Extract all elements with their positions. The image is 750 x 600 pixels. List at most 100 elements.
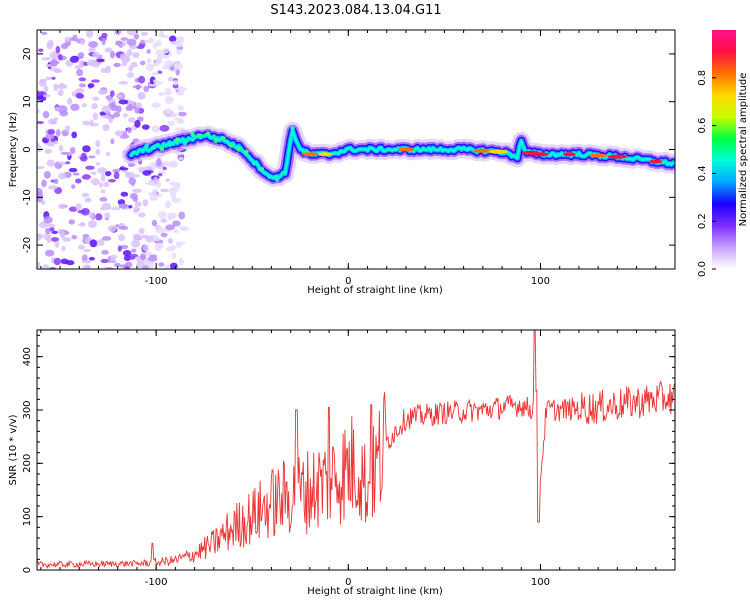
ridge-dot [159, 146, 165, 152]
noise-blob [176, 91, 185, 96]
noise-blob [117, 234, 126, 242]
noise-blob [127, 117, 136, 123]
chart-title: S143.2023.084.13.04.G11 [270, 3, 441, 18]
noise-blob [126, 30, 137, 36]
noise-blob [83, 248, 91, 253]
noise-blob [104, 47, 113, 53]
ridge-dot [190, 132, 195, 137]
noise-blob [162, 160, 171, 167]
noise-blob [159, 124, 170, 132]
snr-xtick-label: 0 [345, 577, 351, 588]
noise-blob [120, 37, 129, 41]
noise-blob [47, 185, 58, 190]
noise-blob [144, 251, 152, 257]
noise-blob [82, 174, 91, 180]
noise-blob [72, 172, 80, 176]
noise-blob [71, 235, 78, 240]
noise-blob [132, 174, 141, 178]
noise-blob [132, 233, 142, 241]
noise-blob [72, 34, 78, 42]
noise-blob [164, 200, 172, 209]
noise-blob [128, 256, 136, 260]
noise-blob [162, 48, 170, 54]
noise-blob [97, 89, 108, 95]
snr-ylabel: SNR (10 * v/v) [8, 414, 19, 485]
noise-blob [147, 262, 154, 269]
ridge-dot [228, 143, 234, 148]
noise-blob [68, 206, 78, 212]
noise-blob [173, 41, 184, 48]
noise-blob [145, 64, 155, 72]
noise-blob [143, 85, 150, 93]
noise-blob [82, 234, 90, 239]
noise-blob [100, 189, 106, 194]
noise-blob [58, 144, 64, 152]
ridge-dot [275, 177, 280, 182]
noise-blob [85, 30, 94, 38]
noise-blob [154, 243, 162, 252]
noise-blob [120, 55, 131, 63]
noise-blob [60, 258, 69, 265]
noise-blob [42, 110, 50, 119]
noise-blob [180, 241, 186, 245]
ridge-dot [259, 166, 265, 172]
noise-blob [97, 167, 107, 174]
noise-blob [112, 168, 121, 174]
noise-blob [144, 39, 151, 43]
noise-blob [88, 155, 96, 159]
noise-blob [141, 124, 150, 130]
noise-blob [90, 79, 100, 83]
noise-blob [120, 244, 129, 250]
noise-blob [82, 264, 91, 269]
noise-blob [101, 249, 109, 255]
noise-blob [99, 111, 106, 116]
noise-blob [37, 261, 41, 269]
noise-blob [131, 239, 141, 248]
noise-blob [167, 212, 177, 220]
ridge-dot [152, 144, 157, 150]
noise-blob [58, 172, 67, 180]
noise-blob [135, 102, 143, 108]
noise-blob [71, 131, 78, 139]
heatmap-xtick-label: 0 [345, 276, 351, 287]
noise-blob [81, 192, 90, 198]
noise-blob [42, 94, 51, 98]
noise-blob [178, 257, 184, 266]
noise-blob [77, 223, 86, 227]
colorbar-tick-label: 0.6 [697, 118, 708, 134]
noise-blob [105, 171, 112, 177]
heatmap-xtick-label: -100 [145, 276, 168, 287]
noise-blob [152, 237, 161, 242]
colorbar-tick-label: 0.0 [697, 261, 708, 277]
noise-blob [92, 96, 100, 101]
heatmap-xlabel: Height of straight line (km) [307, 285, 443, 296]
noise-blob [75, 178, 82, 184]
ridge-hotspot [301, 152, 319, 157]
noise-blob [132, 51, 140, 59]
heatmap-ytick-label: 0 [22, 146, 33, 152]
noise-blob [53, 257, 61, 266]
noise-blob [53, 178, 59, 185]
noise-blob [95, 148, 101, 155]
noise-blob [157, 211, 167, 219]
noise-blob [164, 60, 174, 68]
noise-blob [99, 197, 108, 202]
colorbar-tick-label: 0.8 [697, 70, 708, 86]
noise-blob [117, 245, 122, 252]
noise-blob [50, 237, 60, 242]
noise-blob [127, 126, 132, 134]
noise-blob [88, 47, 96, 52]
ridge-dot [175, 137, 180, 142]
noise-blob [160, 232, 168, 238]
noise-blob [164, 264, 171, 269]
noise-blob [59, 230, 66, 239]
noise-blob [43, 216, 53, 224]
noise-blob [167, 120, 176, 126]
noise-blob [155, 57, 163, 64]
snr-ytick-label: 400 [22, 347, 33, 366]
noise-blob [37, 109, 40, 114]
noise-blob [109, 90, 115, 98]
noise-blob [118, 203, 128, 209]
noise-blob [90, 171, 97, 175]
noise-blob [128, 205, 133, 209]
